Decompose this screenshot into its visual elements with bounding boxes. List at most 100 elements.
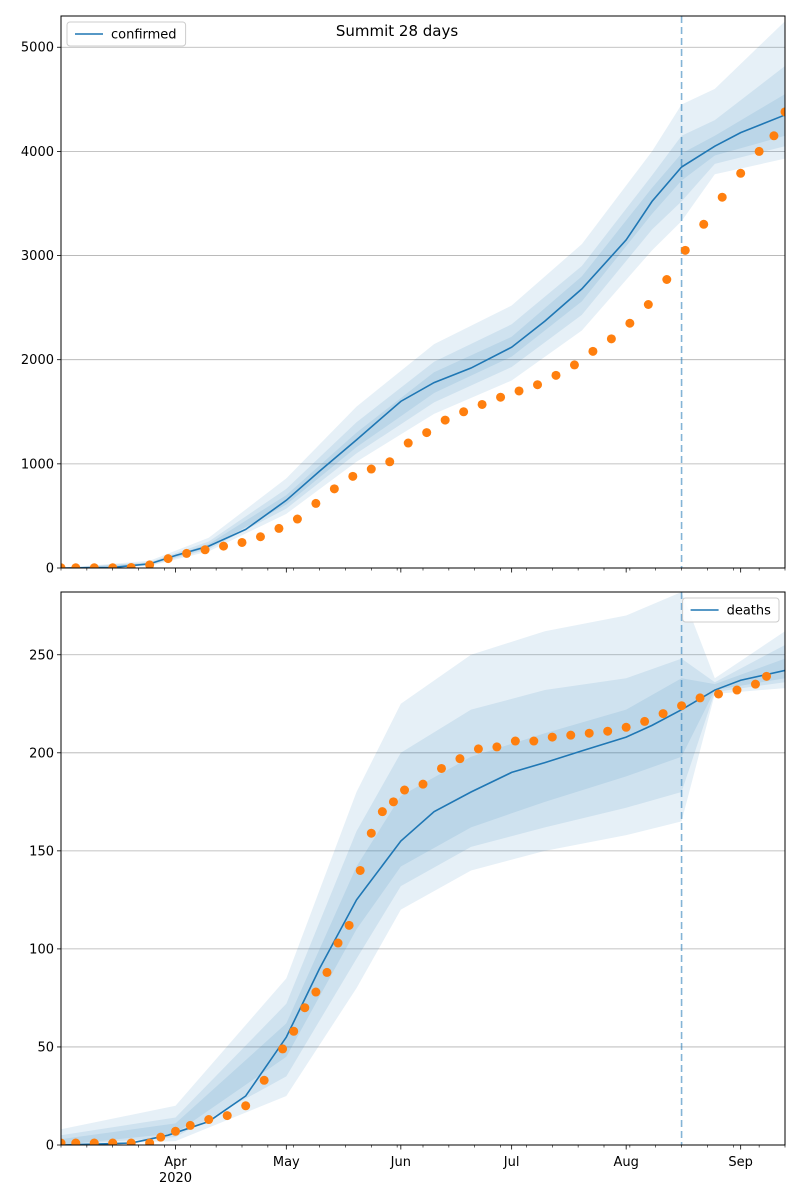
chart2-observed-point <box>333 938 343 948</box>
chart1-axes-frame <box>60 15 786 569</box>
chart2-observed-point <box>584 728 594 738</box>
chart1-observed-point <box>769 131 779 141</box>
chart1-legend-box <box>66 21 187 47</box>
chart2-observed-point <box>108 1138 118 1145</box>
chart1-observed-point <box>219 541 229 551</box>
chart1-observed-point <box>699 219 709 229</box>
chart2-observed-point <box>566 730 576 740</box>
chart1-observed-point <box>366 464 376 474</box>
chart2-observed-point <box>732 685 742 695</box>
chart1-observed-point <box>385 457 395 467</box>
chart1-observed-point <box>440 415 450 425</box>
chart2-observed-point <box>322 967 332 977</box>
chart1-observed-point <box>533 380 543 390</box>
chart1-observed-point <box>403 438 413 448</box>
chart1-observed-point <box>588 346 598 356</box>
chart1-observed-point <box>71 563 81 568</box>
chart2-observed-point <box>156 1132 166 1142</box>
chart2-observed-point <box>355 865 365 875</box>
chart1-observed-point <box>108 563 118 568</box>
chart1-observed-point <box>200 545 210 555</box>
chart2-observed-point <box>695 693 705 703</box>
chart2-observed-point <box>145 1138 155 1145</box>
chart2-model-line <box>61 669 785 1145</box>
chart2-observed-point <box>171 1126 181 1136</box>
chart1-observed-point <box>551 370 561 380</box>
chart1-observed-point <box>643 299 653 309</box>
chart2-observed-point <box>278 1044 288 1054</box>
chart2-observed-point <box>473 744 483 754</box>
chart2-observed-point <box>400 785 410 795</box>
chart1-legend-label: confirmed <box>111 28 177 43</box>
chart2-observed-point <box>436 763 446 773</box>
chart2-observed-point <box>377 807 387 817</box>
chart1-observed-point <box>61 563 66 568</box>
chart2-observed-point <box>344 920 354 930</box>
chart2-observed-point <box>311 987 321 997</box>
chart2-band-3 <box>61 658 785 1145</box>
chart2-observed-point <box>603 726 613 736</box>
chart2-observed-point <box>71 1138 81 1145</box>
chart1-observed-point <box>126 562 136 568</box>
chart2-x-tick-label: Jun <box>390 1155 411 1170</box>
chart2-observed-point <box>658 709 668 719</box>
chart1-y-tick-label: 5000 <box>21 41 54 56</box>
chart2-legend: deaths <box>682 597 780 623</box>
chart2-observed-point <box>241 1101 251 1111</box>
chart1-observed-point <box>145 560 155 568</box>
chart2-observed-point <box>222 1111 232 1121</box>
chart2-observed-point <box>418 779 428 789</box>
chart2-observed-point <box>185 1120 195 1130</box>
chart2-observed-point <box>289 1026 299 1036</box>
chart2-y-tick-label: 0 <box>46 1139 54 1154</box>
chart1-observed-point <box>182 548 192 558</box>
chart1-observed-point <box>736 168 746 178</box>
chart2-plot-area <box>61 592 785 1145</box>
chart2-legend-label: deaths <box>727 604 772 619</box>
chart1-observed-point <box>662 275 672 285</box>
chart2-observed-point <box>492 742 502 752</box>
chart2-observed-point <box>89 1138 99 1145</box>
chart1-observed-point <box>163 554 173 564</box>
chart2-observed-point <box>750 679 760 689</box>
chart1-plot-area <box>61 16 785 568</box>
chart2-observed-point <box>677 701 687 711</box>
chart1-y-tick-label: 3000 <box>21 249 54 264</box>
chart1-observed-point <box>680 245 690 255</box>
chart1-y-tick-label: 1000 <box>21 457 54 472</box>
chart2-observed-point <box>621 722 631 732</box>
chart1-observed-point <box>459 407 469 417</box>
chart1-band-1 <box>61 21 785 568</box>
chart2-observed-point <box>529 736 539 746</box>
chart2-x-tick-label: Sep <box>728 1155 753 1170</box>
chart1-observed-point <box>89 563 99 568</box>
chart1-observed-point <box>514 386 524 396</box>
chart1-observed-point <box>754 146 764 156</box>
chart1-y-tick-label: 0 <box>46 562 54 577</box>
chart1-observed-point <box>496 392 506 402</box>
chart2-y-tick-label: 200 <box>29 746 54 761</box>
chart2-x-tick-label: Jul <box>503 1155 520 1170</box>
chart1-observed-point <box>780 107 785 117</box>
chart2-observed-point <box>259 1075 269 1085</box>
chart1-band-3 <box>61 94 785 568</box>
chart2-x-tick-label: Apr <box>164 1155 187 1170</box>
chart1-legend: confirmed <box>66 21 187 47</box>
chart2-y-tick-label: 100 <box>29 942 54 957</box>
chart2-observed-point <box>547 732 557 742</box>
chart1-observed-point <box>625 318 635 328</box>
chart1-observed-point <box>606 334 616 344</box>
chart1-observed-point <box>237 537 247 547</box>
chart1-observed-point <box>274 523 284 533</box>
chart2-y-tick-label: 250 <box>29 648 54 663</box>
chart2-band-2 <box>61 644 785 1145</box>
chart2-observed-point <box>510 736 520 746</box>
chart1-y-tick-label: 2000 <box>21 353 54 368</box>
chart2-observed-point <box>714 689 724 699</box>
chart2-observed-point <box>61 1138 66 1145</box>
chart2-observed-point <box>204 1115 214 1125</box>
chart2-x-tick-label: Aug <box>613 1155 638 1170</box>
chart1-y-tick-label: 4000 <box>21 145 54 160</box>
